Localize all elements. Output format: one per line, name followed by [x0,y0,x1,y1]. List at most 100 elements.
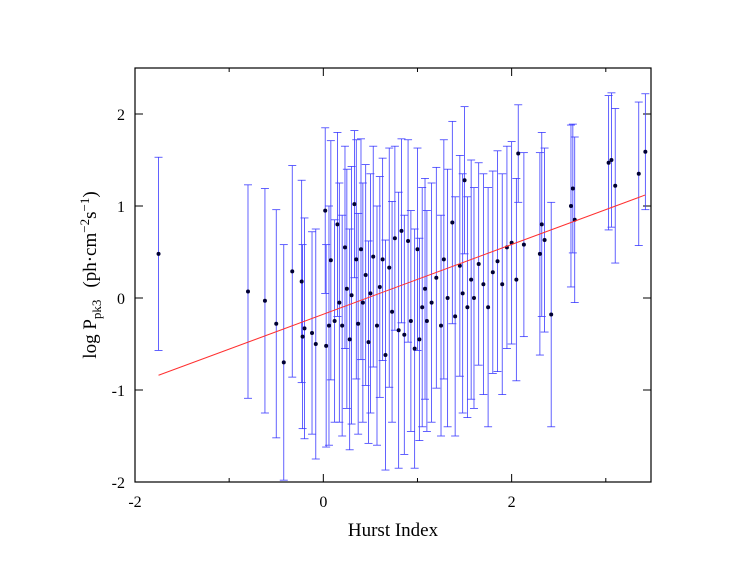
point [335,222,340,227]
point [495,259,500,264]
y-tick-label: 1 [117,199,125,216]
point [324,343,329,348]
point [542,238,547,243]
point [368,291,373,296]
point [371,254,376,259]
point [486,305,491,310]
point [568,204,573,208]
x-axis-label: Hurst Index [348,520,439,541]
point [290,269,295,274]
point [462,178,467,183]
point [471,296,476,300]
point [387,265,392,270]
y-label-sub: pk3 [89,300,104,320]
y-label-part: s [80,211,101,218]
point [313,342,318,346]
point [342,245,347,250]
point [392,236,397,241]
point [281,360,286,365]
point [445,296,450,300]
point [344,286,349,291]
point [457,263,462,268]
point [609,158,614,162]
point [424,319,429,323]
point [374,323,379,328]
y-tick-label: -1 [112,383,125,400]
point [415,247,420,252]
point [399,228,404,233]
x-tick-label: -2 [128,494,141,511]
point [310,330,315,335]
point [300,334,305,339]
point [441,257,446,262]
point [366,340,371,345]
point [360,300,365,305]
point [262,298,267,303]
y-tick-label: 2 [117,107,125,124]
y-tick-label: -2 [112,475,125,492]
point [326,323,331,328]
point [539,222,544,227]
x-tick-label: 0 [319,494,327,511]
point [453,314,458,319]
point [537,251,542,256]
y-label-sup: −2 [77,219,92,233]
point [420,305,425,310]
point [332,319,337,323]
point [490,270,495,275]
point [274,321,279,326]
point [323,208,328,213]
point [439,323,444,328]
y-label-sup: −1 [77,198,92,212]
point [476,261,481,266]
point [377,284,382,289]
point [570,186,575,191]
point [465,305,470,310]
point [521,242,526,247]
point [383,353,388,358]
point [337,300,342,305]
point [328,258,333,263]
point [354,257,359,262]
y-label-part: ) [80,191,101,197]
point [636,171,641,176]
point [514,277,519,282]
y-label-part: log P [80,319,101,359]
point [302,326,307,331]
point [450,220,455,225]
point [613,183,618,188]
point [402,332,407,337]
y-label-part: (ph·cm [80,233,101,288]
point [245,289,250,294]
point [643,149,648,154]
point [349,293,354,298]
point [390,309,395,314]
plot-frame [134,67,652,483]
point [481,282,486,287]
y-axis-label: log Ppk3 (ph·cm−2s−1) [77,191,104,358]
point [340,323,345,328]
point [406,238,411,243]
point [352,202,357,207]
point [363,273,368,277]
y-tick-label: 0 [117,291,125,308]
x-tick-label: 2 [508,494,516,511]
point [469,277,474,282]
point [423,286,428,291]
point [408,319,413,323]
point [412,346,417,351]
point [500,282,505,287]
point [606,160,611,165]
point [347,337,352,342]
point [516,151,521,156]
fit-line [158,194,646,376]
point [380,257,385,262]
point [434,275,439,280]
point [429,300,434,305]
point [396,328,401,333]
point [156,251,161,256]
point [549,312,554,317]
point [460,291,465,296]
point [417,337,422,342]
